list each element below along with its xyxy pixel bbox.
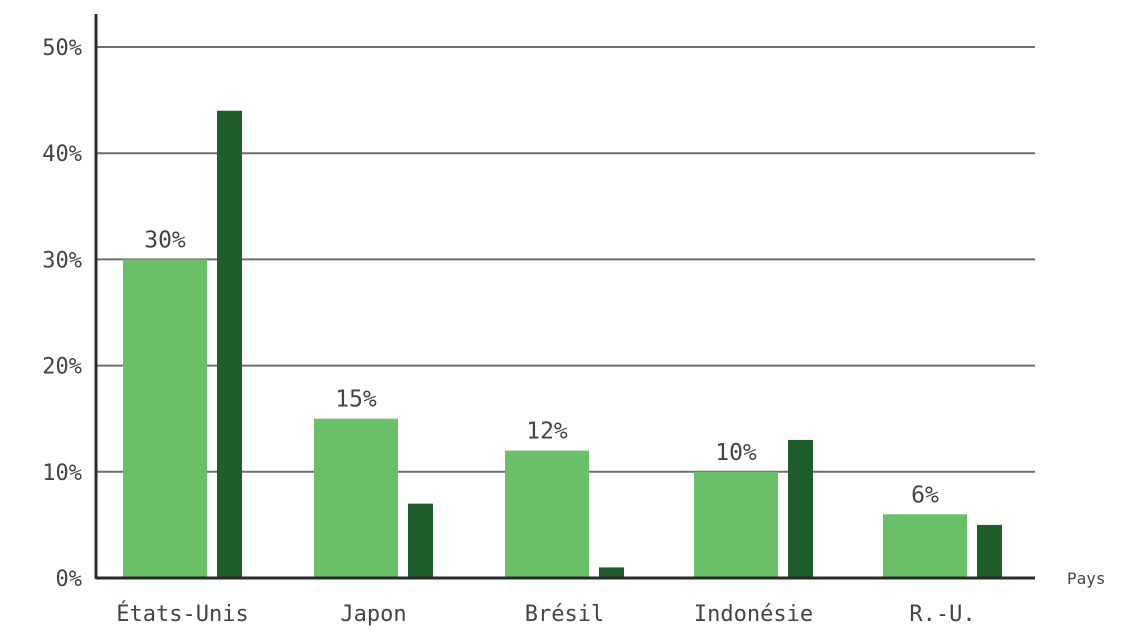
y-axis-ticks: 0% 10% 20% 30% 40% 50% (42, 36, 82, 592)
x-axis-label: Pays (1067, 569, 1106, 588)
data-label: 10% (715, 440, 757, 466)
bar-series-1 (505, 450, 589, 578)
bar-series-1 (123, 259, 207, 578)
bar-series-1 (314, 418, 398, 578)
bars (123, 110, 1002, 578)
y-tick-label: 40% (42, 142, 82, 167)
bar-series-2 (217, 110, 242, 578)
grid-lines (96, 46, 1035, 473)
y-tick-label: 0% (56, 567, 83, 592)
x-tick-label: R.-U. (909, 602, 975, 627)
x-tick-label: Japon (340, 602, 406, 627)
y-tick-label: 50% (42, 36, 82, 61)
x-axis-ticks: États-Unis Japon Brésil Indonésie R.-U. (116, 601, 975, 627)
x-tick-label: États-Unis (116, 601, 248, 627)
bar-series-1 (883, 514, 967, 578)
data-label: 6% (911, 482, 939, 508)
data-label: 15% (335, 387, 377, 413)
data-label: 12% (526, 419, 568, 445)
x-tick-label: Brésil (525, 602, 604, 627)
data-label: 30% (144, 227, 186, 253)
bar-series-2 (408, 503, 433, 578)
data-labels: 30% 15% 12% 10% 6% (144, 227, 939, 508)
bar-series-2 (977, 524, 1002, 578)
y-tick-label: 30% (42, 248, 82, 273)
y-tick-label: 20% (42, 355, 82, 380)
x-tick-label: Indonésie (694, 602, 813, 627)
bar-series-1 (694, 471, 778, 578)
bar-series-2 (788, 439, 813, 578)
bar-series-2 (599, 567, 624, 578)
y-tick-label: 10% (42, 461, 82, 486)
